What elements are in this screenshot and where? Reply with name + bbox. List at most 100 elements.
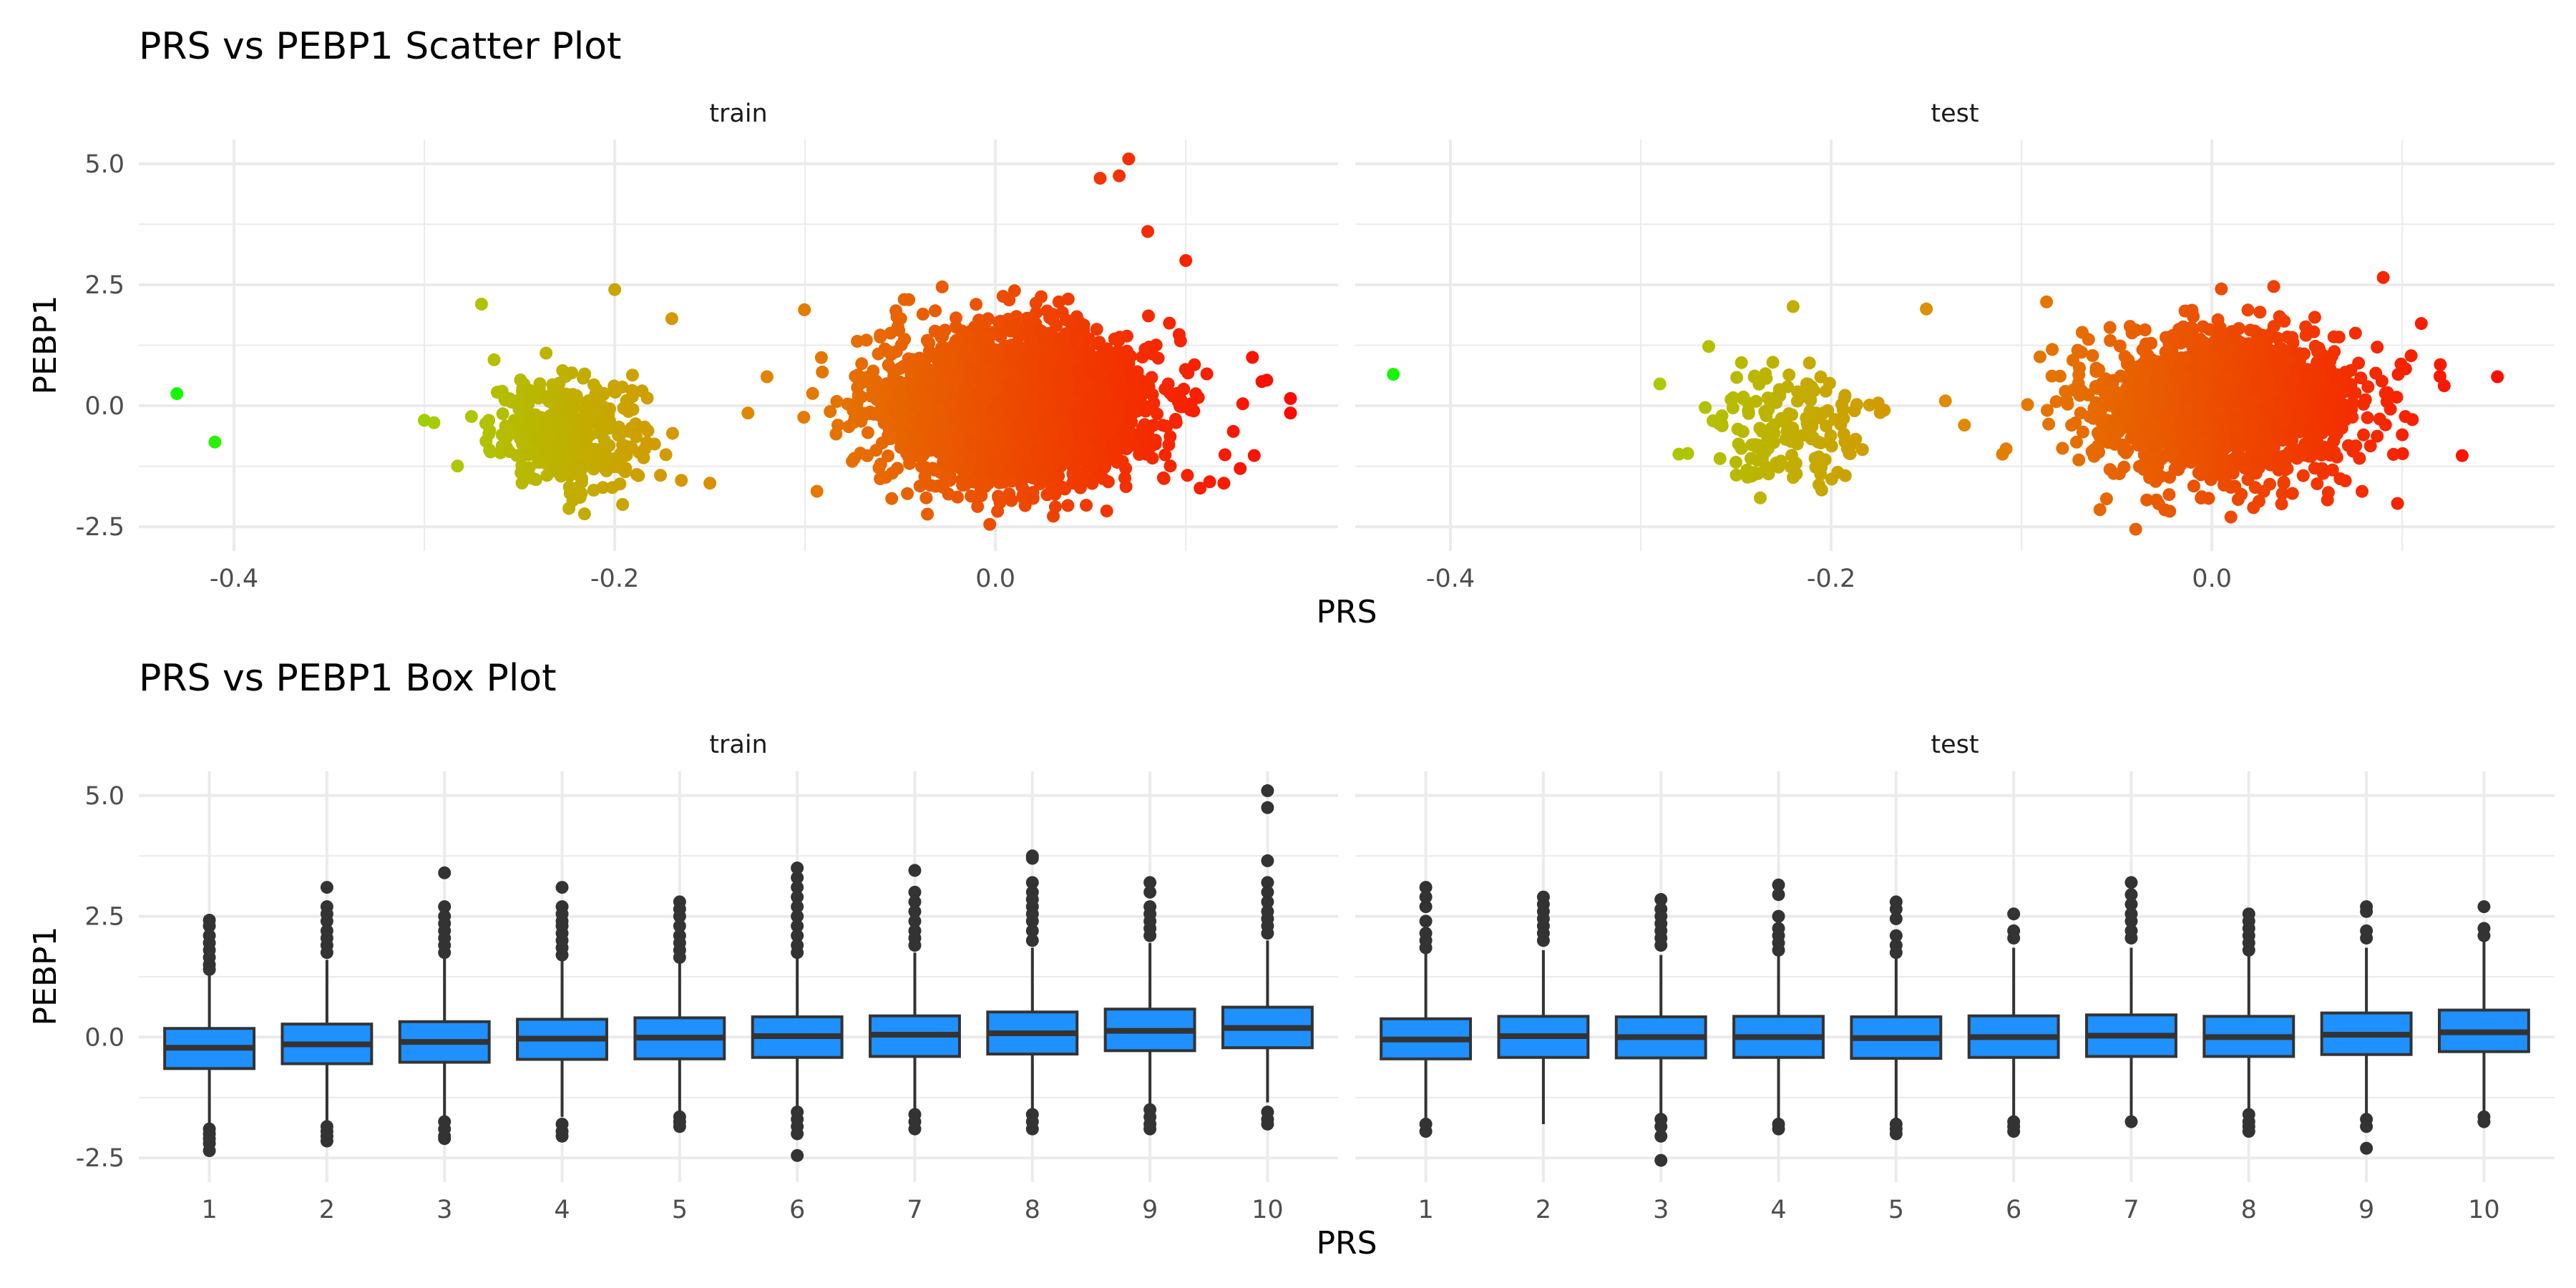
scatter-point <box>1729 456 1742 469</box>
scatter-point <box>867 407 881 421</box>
scatter-point <box>797 411 811 424</box>
scatter-point <box>1823 376 1836 390</box>
scatter-point <box>654 469 667 482</box>
scatter-point <box>522 384 536 397</box>
scatter-point <box>1010 445 1023 459</box>
scatter-point <box>1754 491 1767 504</box>
y-tick-label: -2.5 <box>76 513 125 542</box>
scatter-point <box>2099 492 2113 506</box>
scatter-point <box>575 449 588 463</box>
scatter-point <box>590 398 603 411</box>
scatter-point <box>451 459 464 473</box>
scatter-point <box>932 351 945 365</box>
scatter-point <box>2346 411 2359 424</box>
scatter-point <box>885 492 899 505</box>
scatter-point <box>916 410 930 424</box>
scatter-point <box>846 454 859 468</box>
scatter-point <box>872 347 885 361</box>
scatter-point <box>1052 366 1065 379</box>
x-tick-label: 0.0 <box>975 565 1015 593</box>
scatter-point <box>1742 404 1755 417</box>
scatter-point <box>2070 435 2083 449</box>
scatter-point <box>1834 418 1848 431</box>
scatter-point <box>945 358 958 372</box>
scatter-point <box>1055 306 1069 319</box>
scatter-point <box>522 407 536 421</box>
scatter-point <box>982 329 995 343</box>
scatter-point <box>950 333 964 347</box>
scatter-point <box>951 453 965 467</box>
scatter-point <box>522 448 535 462</box>
scatter-point <box>1145 371 1158 384</box>
scatter-point <box>1048 472 1060 486</box>
scatter-point <box>1194 482 1207 495</box>
scatter-point <box>2056 441 2069 455</box>
scatter-point <box>1813 478 1825 492</box>
scatter-point <box>625 369 639 382</box>
scatter-point <box>2253 306 2267 319</box>
scatter-point <box>608 283 622 296</box>
scatter-point <box>2308 311 2321 324</box>
scatter-point <box>1115 381 1128 394</box>
scatter-point <box>920 333 934 347</box>
scatter-point <box>965 489 978 503</box>
scatter-point <box>1163 316 1176 330</box>
scatter-point <box>2021 398 2034 411</box>
scatter-point <box>935 330 948 343</box>
scatter-point <box>648 437 661 451</box>
scatter-point <box>637 451 650 464</box>
scatter-point <box>1028 432 1042 446</box>
scatter-point <box>1247 449 1261 462</box>
scatter-point <box>1820 419 1833 433</box>
scatter-point <box>1226 424 1240 438</box>
scatter-point <box>950 311 962 325</box>
scatter-point <box>1805 380 1818 394</box>
scatter-point <box>918 460 932 474</box>
scatter-point <box>859 333 873 347</box>
scatter-point <box>665 312 678 326</box>
scatter-point <box>1236 397 1249 411</box>
x-tick-label: -0.4 <box>210 565 258 593</box>
scatter-point <box>583 429 597 442</box>
scatter-point <box>1026 492 1040 505</box>
scatter-point <box>882 345 895 358</box>
scatter-point <box>965 350 978 364</box>
x-tick-label: -0.2 <box>590 565 639 593</box>
scatter-point <box>1748 438 1762 452</box>
scatter-point <box>1050 341 1063 354</box>
scatter-point <box>1075 426 1088 439</box>
scatter-point <box>1752 467 1765 480</box>
scatter-point <box>2437 379 2451 393</box>
scatter-point <box>892 323 906 337</box>
scatter-point <box>885 467 899 480</box>
scatter-point <box>934 386 947 400</box>
scatter-point <box>170 387 184 401</box>
scatter-point <box>872 461 886 474</box>
scatter-point <box>1855 443 1869 457</box>
scatter-section: PRS vs PEBP1 Scatter Plot train test -2.… <box>27 25 2555 630</box>
scatter-point <box>864 389 878 403</box>
scatter-point <box>608 386 622 399</box>
scatter-point <box>959 420 972 434</box>
scatter-point <box>2247 501 2260 514</box>
scatter-point <box>1142 309 1155 323</box>
scatter-point <box>992 491 1005 504</box>
scatter-point <box>1702 340 1715 353</box>
scatter-point <box>587 378 600 391</box>
scatter-point <box>1191 391 1205 404</box>
scatter-point <box>958 478 972 492</box>
scatter-point <box>2033 350 2046 364</box>
scatter-point <box>1750 394 1763 408</box>
scatter-point <box>2330 450 2343 464</box>
scatter-point <box>948 414 962 427</box>
scatter-point <box>1100 504 1113 518</box>
scatter-point <box>2046 343 2059 356</box>
scatter-point <box>513 431 527 445</box>
scatter-point <box>1255 375 1269 389</box>
scatter-point <box>1825 439 1838 453</box>
scatter-point <box>919 491 933 504</box>
scatter-point <box>665 426 679 440</box>
scatter-point <box>2267 280 2280 293</box>
scatter-point <box>1775 411 1788 425</box>
scatter-point <box>2231 449 2245 463</box>
